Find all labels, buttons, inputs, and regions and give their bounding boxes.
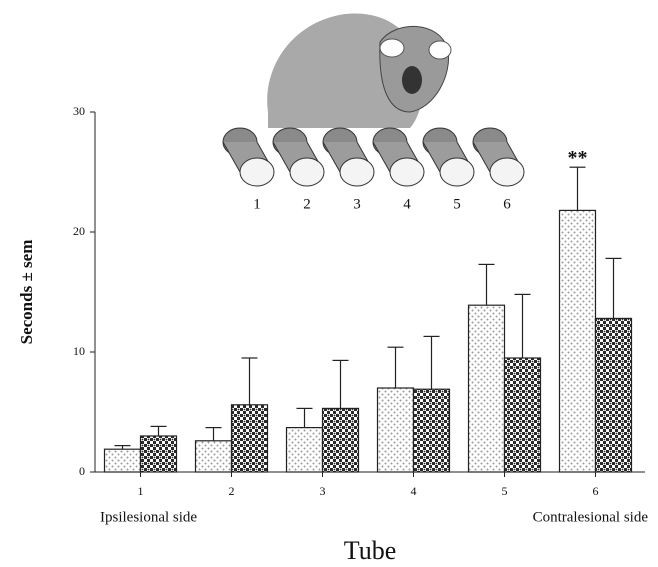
- x-tick-label: 5: [502, 484, 508, 498]
- x-tick-label: 4: [411, 484, 417, 498]
- illustration-label: 6: [503, 196, 511, 212]
- bar: [469, 305, 505, 472]
- error-bar: [479, 264, 495, 305]
- bar: [141, 436, 177, 472]
- y-tick-label: 20: [73, 224, 85, 238]
- tube-front: [490, 158, 524, 186]
- significance-label: **: [568, 147, 588, 169]
- error-bar: [570, 167, 586, 210]
- illustration-label: 2: [303, 196, 311, 212]
- tube-front: [240, 158, 274, 186]
- tube: [223, 128, 274, 186]
- bar: [560, 210, 596, 472]
- y-tick-label: 10: [73, 344, 85, 358]
- left-side-label: Ipsilesional side: [100, 509, 197, 525]
- tube-front: [390, 158, 424, 186]
- x-tick-label: 6: [593, 484, 599, 498]
- error-bar: [388, 347, 404, 388]
- x-tick-label: 2: [229, 484, 235, 498]
- illustration-label: 3: [353, 196, 361, 212]
- tube: [273, 128, 324, 186]
- y-tick-label: 30: [73, 104, 85, 118]
- error-bar: [242, 358, 258, 405]
- bar: [596, 318, 632, 472]
- bar: [196, 441, 232, 472]
- monkey-ear: [380, 39, 404, 57]
- monkey-face: [402, 66, 422, 94]
- monkey-ear: [429, 41, 451, 59]
- tube-front: [340, 158, 374, 186]
- right-side-label: Contralesional side: [533, 509, 649, 525]
- tube: [323, 128, 374, 186]
- chart: Seconds ± sem Tube Ipsilesional side Con…: [0, 0, 658, 567]
- bar: [505, 358, 541, 472]
- tube: [423, 128, 474, 186]
- error-bar: [333, 360, 349, 408]
- illustration-label: 4: [403, 196, 411, 212]
- illustration: [223, 13, 524, 186]
- bar: [232, 405, 268, 472]
- x-tick-label: 3: [320, 484, 326, 498]
- tube-front: [440, 158, 474, 186]
- bar: [323, 408, 359, 472]
- error-bar: [297, 408, 313, 427]
- illustration-label: 5: [453, 196, 461, 212]
- x-axis-label: Tube: [344, 536, 397, 565]
- error-bar: [606, 258, 622, 318]
- tube: [473, 128, 524, 186]
- x-tick-label: 1: [138, 484, 144, 498]
- tube: [373, 128, 424, 186]
- bar: [287, 428, 323, 472]
- error-bar: [151, 426, 167, 436]
- y-axis-label: Seconds ± sem: [17, 240, 36, 345]
- error-bar: [515, 294, 531, 358]
- bar: [378, 388, 414, 472]
- error-bar: [424, 336, 440, 389]
- bar: [414, 389, 450, 472]
- illustration-label: 1: [253, 196, 261, 212]
- bar: [105, 449, 141, 472]
- y-tick-label: 0: [79, 464, 85, 478]
- tube-front: [290, 158, 324, 186]
- error-bar: [206, 428, 222, 441]
